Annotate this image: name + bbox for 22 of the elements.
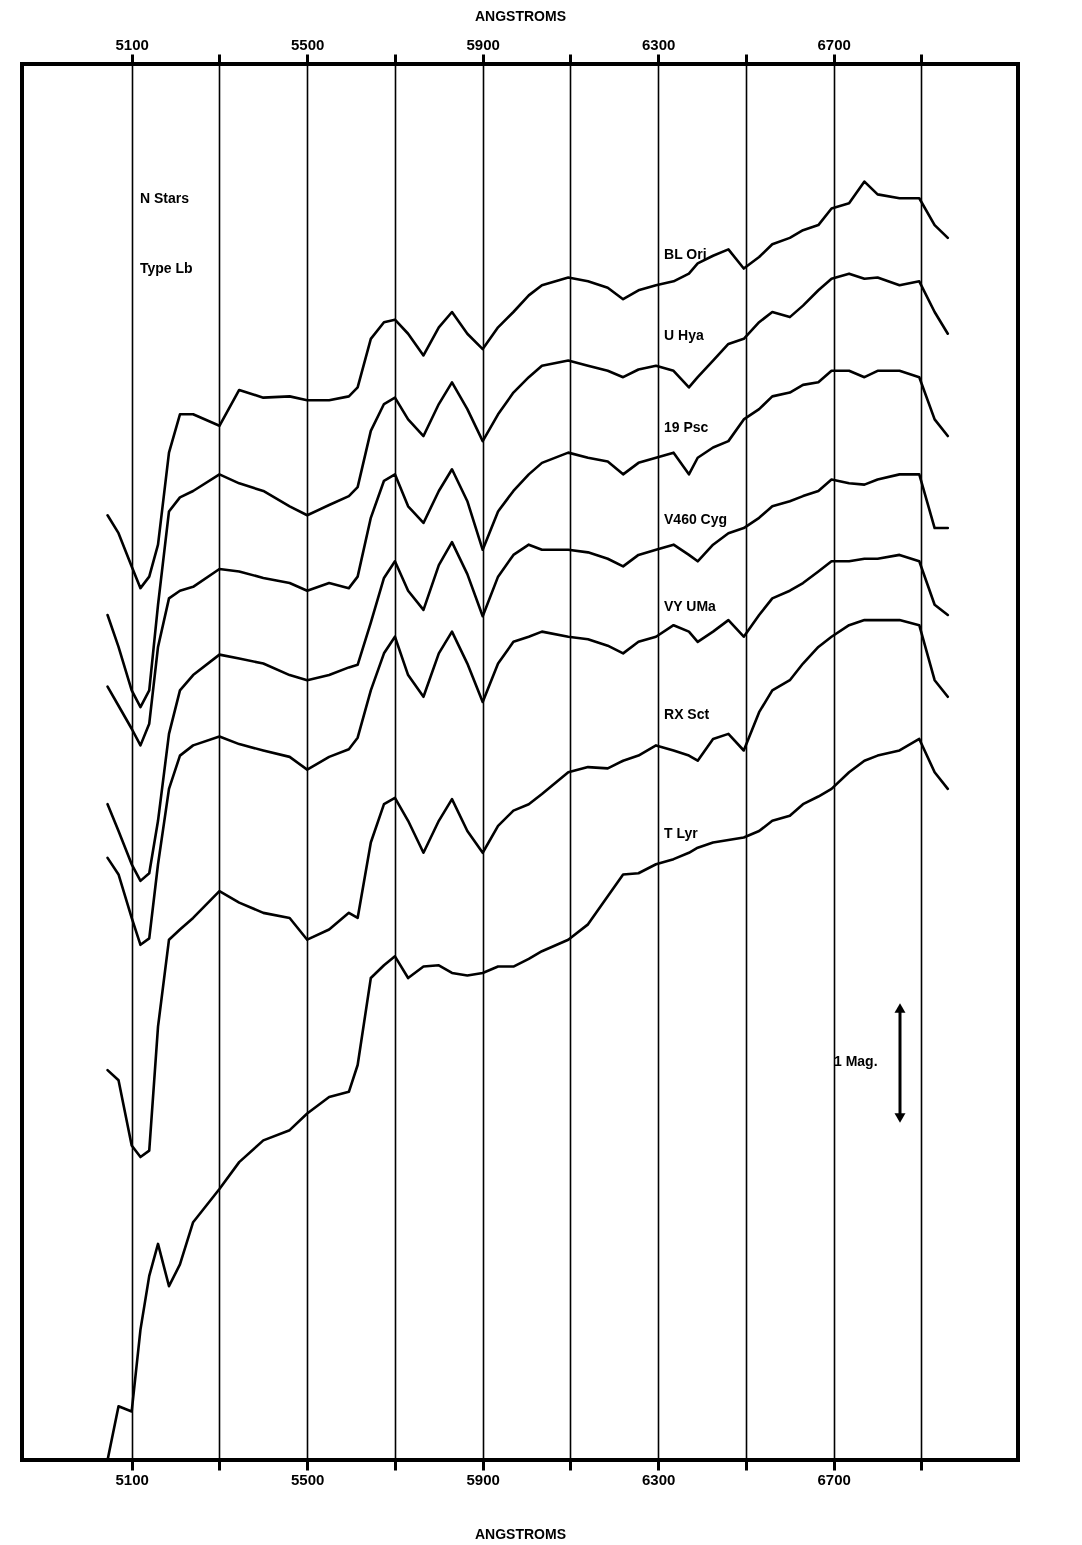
x2-tick-label: 6700 [817,35,851,53]
annotation: N Stars [140,190,190,206]
x-axis-title: ANGSTROMS [475,1525,566,1542]
x2-tick-label: 6300 [642,35,676,53]
x-tick-label: 6700 [817,1470,851,1488]
series-label: RX Sct [664,706,710,723]
series-label: VY UMa [664,597,717,614]
x-tick-label: 5500 [291,1470,325,1488]
series-label: 19 Psc [664,418,709,435]
annotation: Type Lb [140,260,193,276]
series-label: U Hya [664,326,704,343]
x2-axis-title: ANGSTROMS [475,7,566,24]
series-label: T Lyr [664,825,699,842]
x2-tick-label: 5500 [291,35,325,53]
annotation: 1 Mag. [834,1053,878,1069]
x2-tick-label: 5900 [466,35,500,53]
x-tick-label: 5100 [115,1470,149,1488]
series-label: V460 Cyg [664,510,728,527]
x-tick-label: 6300 [642,1470,676,1488]
x2-tick-label: 5100 [115,35,149,53]
series-label: BL Ori [664,246,707,263]
x-tick-label: 5900 [466,1470,500,1488]
